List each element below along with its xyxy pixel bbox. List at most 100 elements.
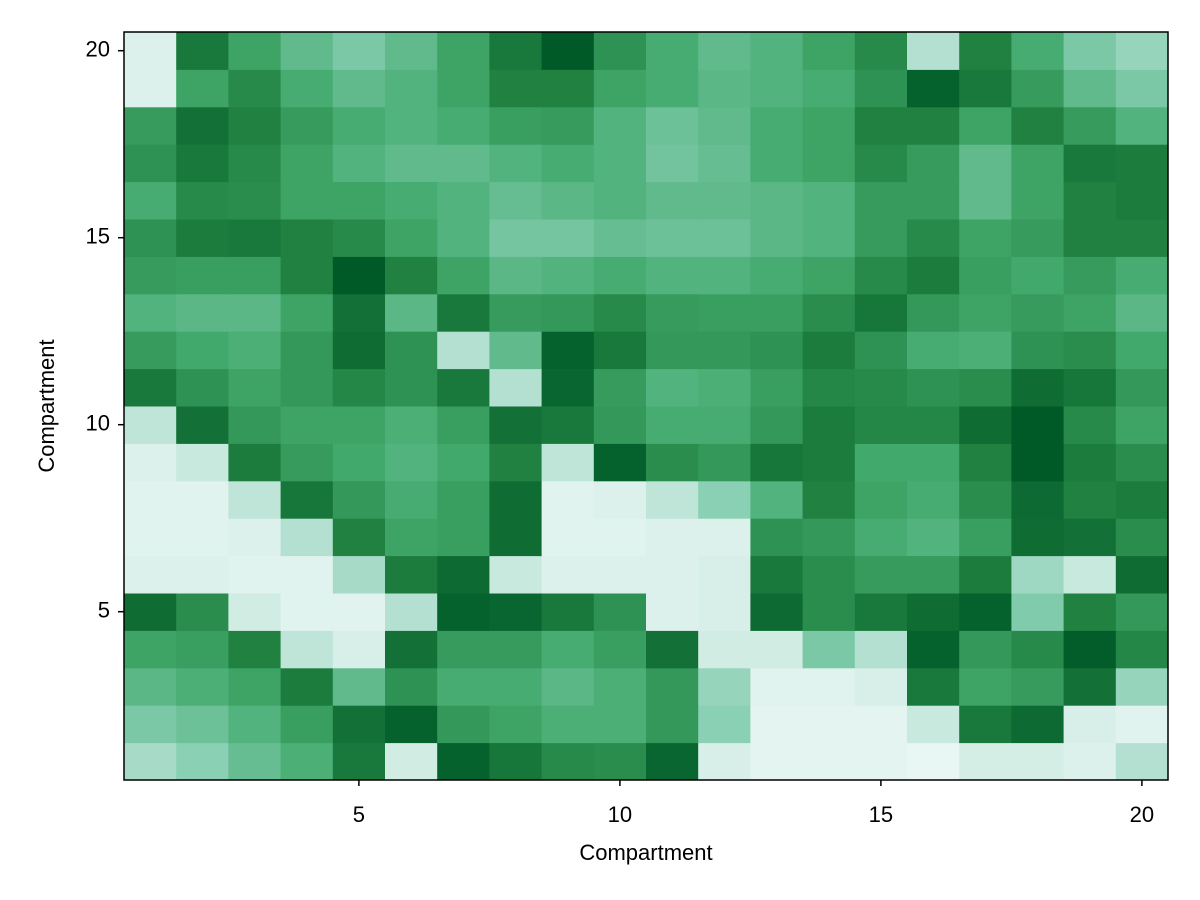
heatmap-cell (907, 256, 960, 295)
heatmap-cell (332, 219, 386, 257)
heatmap-cell (1063, 742, 1117, 781)
heatmap-cell (385, 219, 438, 257)
heatmap-cell (1115, 630, 1169, 669)
heatmap-cell (750, 106, 804, 145)
heatmap-cell (385, 705, 438, 744)
heatmap-cell (1011, 331, 1065, 370)
heatmap-cell (854, 593, 908, 631)
heatmap-cell (907, 667, 960, 706)
heatmap-cell (698, 480, 751, 519)
heatmap-cell (489, 705, 543, 744)
heatmap-cell (854, 256, 908, 295)
heatmap-cell (1115, 69, 1169, 108)
heatmap-cell (593, 144, 647, 183)
heatmap-cell (332, 742, 386, 781)
heatmap-cell (1011, 742, 1065, 781)
heatmap-cell (489, 630, 543, 669)
heatmap-cell (1115, 144, 1169, 183)
heatmap-cell (489, 667, 543, 706)
heatmap-cell (437, 480, 490, 519)
heatmap-cell (1011, 705, 1065, 744)
heatmap-cell (1115, 181, 1169, 220)
heatmap-cell (1115, 368, 1169, 407)
heatmap-cell (1063, 555, 1117, 594)
heatmap-cell (698, 144, 751, 183)
heatmap-cell (541, 256, 595, 295)
heatmap-cell (646, 480, 699, 519)
heatmap-cell (907, 480, 960, 519)
heatmap-cell (1011, 219, 1065, 257)
heatmap-cell (124, 593, 177, 631)
heatmap-cell (1063, 705, 1117, 744)
heatmap-cell (541, 406, 595, 444)
heatmap-cell (593, 69, 647, 108)
heatmap-cell (1115, 480, 1169, 519)
heatmap-cell (124, 256, 177, 295)
heatmap-cell (280, 705, 334, 744)
heatmap-cell (907, 630, 960, 669)
heatmap-cell (1115, 667, 1169, 706)
heatmap-cell (176, 518, 229, 557)
heatmap-cell (907, 742, 960, 781)
heatmap-cell (541, 293, 595, 332)
heatmap-cell (907, 69, 960, 108)
heatmap-cell (124, 293, 177, 332)
heatmap-cell (646, 705, 699, 744)
heatmap-cell (385, 144, 438, 183)
heatmap-cell (698, 293, 751, 332)
heatmap-cell (124, 32, 177, 70)
heatmap-cell (593, 219, 647, 257)
heatmap-cell (959, 630, 1012, 669)
heatmap-cell (593, 32, 647, 70)
heatmap-cell (802, 742, 856, 781)
heatmap-cell (385, 181, 438, 220)
heatmap-cell (646, 144, 699, 183)
heatmap-cell (750, 368, 804, 407)
heatmap-cell (332, 69, 386, 108)
heatmap-cell (698, 69, 751, 108)
heatmap-cell (176, 368, 229, 407)
heatmap-cell (593, 630, 647, 669)
heatmap-cell (593, 443, 647, 482)
heatmap-cell (907, 181, 960, 220)
heatmap-cell (698, 256, 751, 295)
heatmap-cell (489, 219, 543, 257)
heatmap-cell (489, 181, 543, 220)
heatmap-cell (750, 32, 804, 70)
heatmap-cell (698, 181, 751, 220)
heatmap-cell (541, 181, 595, 220)
heatmap-cell (959, 293, 1012, 332)
heatmap-cell (437, 593, 490, 631)
heatmap-cell (1115, 293, 1169, 332)
heatmap-cell (1063, 256, 1117, 295)
heatmap-cell (228, 181, 282, 220)
heatmap-cell (959, 555, 1012, 594)
heatmap-cell (1115, 443, 1169, 482)
heatmap-cell (854, 69, 908, 108)
heatmap-cell (280, 256, 334, 295)
heatmap-cell (907, 106, 960, 145)
plot-frame (123, 31, 1169, 781)
heatmap-cell (750, 667, 804, 706)
heatmap-cell (280, 219, 334, 257)
x-tick-label: 10 (608, 802, 632, 827)
heatmap-cell (124, 331, 177, 370)
heatmap-cell (1063, 106, 1117, 145)
heatmap-cell (750, 630, 804, 669)
heatmap-cell (489, 331, 543, 370)
heatmap-cell (646, 443, 699, 482)
heatmap-cell (1063, 593, 1117, 631)
heatmap-cell (907, 144, 960, 183)
heatmap-cell (385, 555, 438, 594)
heatmap-cell (593, 518, 647, 557)
heatmap-cell (802, 630, 856, 669)
heatmap-cell (176, 144, 229, 183)
heatmap-cell (907, 705, 960, 744)
heatmap-cell (124, 742, 177, 781)
heatmap-cell (750, 518, 804, 557)
heatmap-cell (228, 368, 282, 407)
heatmap-cell (907, 555, 960, 594)
heatmap-cell (698, 368, 751, 407)
heatmap-cell (332, 443, 386, 482)
heatmap-cell (437, 443, 490, 482)
